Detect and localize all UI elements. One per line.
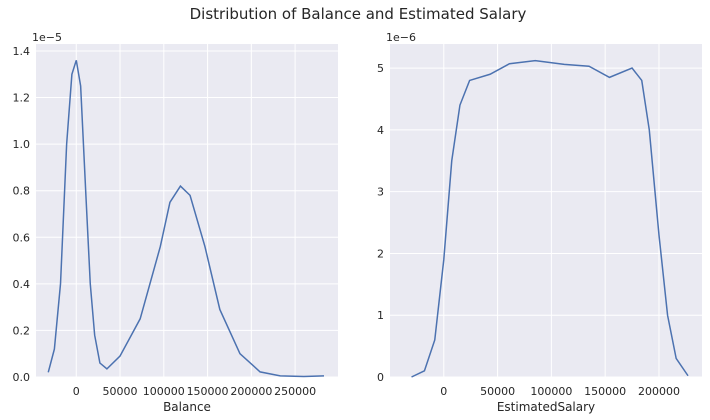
y-tick-label: 0.6 (13, 231, 31, 244)
y-tick-label: 0.2 (13, 324, 31, 337)
figure-title: Distribution of Balance and Estimated Sa… (190, 5, 527, 23)
x-tick-label: 50000 (480, 385, 515, 398)
x-axis-label: Balance (163, 400, 211, 414)
x-tick-label: 100000 (143, 385, 185, 398)
x-tick-label: 0 (440, 385, 447, 398)
y-tick-label: 2 (377, 247, 384, 260)
y-tick-label: 0.4 (13, 278, 31, 291)
density-line (47, 60, 325, 378)
y-tick-label: 1.0 (13, 138, 31, 151)
x-tick-label: 250000 (274, 385, 316, 398)
plot-area (390, 44, 702, 377)
y-tick-label: 3 (377, 186, 384, 199)
x-tick-label: 200000 (638, 385, 680, 398)
y-tick-label: 4 (377, 124, 384, 137)
x-tick-label: 150000 (584, 385, 626, 398)
x-tick-label: 50000 (103, 385, 138, 398)
y-tick-label: 0.0 (13, 371, 31, 384)
offset-label: 1e−6 (386, 31, 416, 44)
y-tick-label: 0 (377, 371, 384, 384)
x-tick-label: 100000 (530, 385, 572, 398)
x-axis-label: EstimatedSalary (497, 400, 595, 414)
offset-label: 1e−5 (32, 31, 62, 44)
y-tick-label: 1.2 (13, 92, 31, 105)
y-tick-label: 0.8 (13, 185, 31, 198)
y-tick-label: 1 (377, 309, 384, 322)
y-tick-label: 1.4 (13, 45, 31, 58)
y-tick-label: 5 (377, 62, 384, 75)
density-line (411, 59, 689, 378)
x-tick-label: 150000 (187, 385, 229, 398)
x-tick-label: 200000 (230, 385, 272, 398)
x-tick-label: 0 (73, 385, 80, 398)
